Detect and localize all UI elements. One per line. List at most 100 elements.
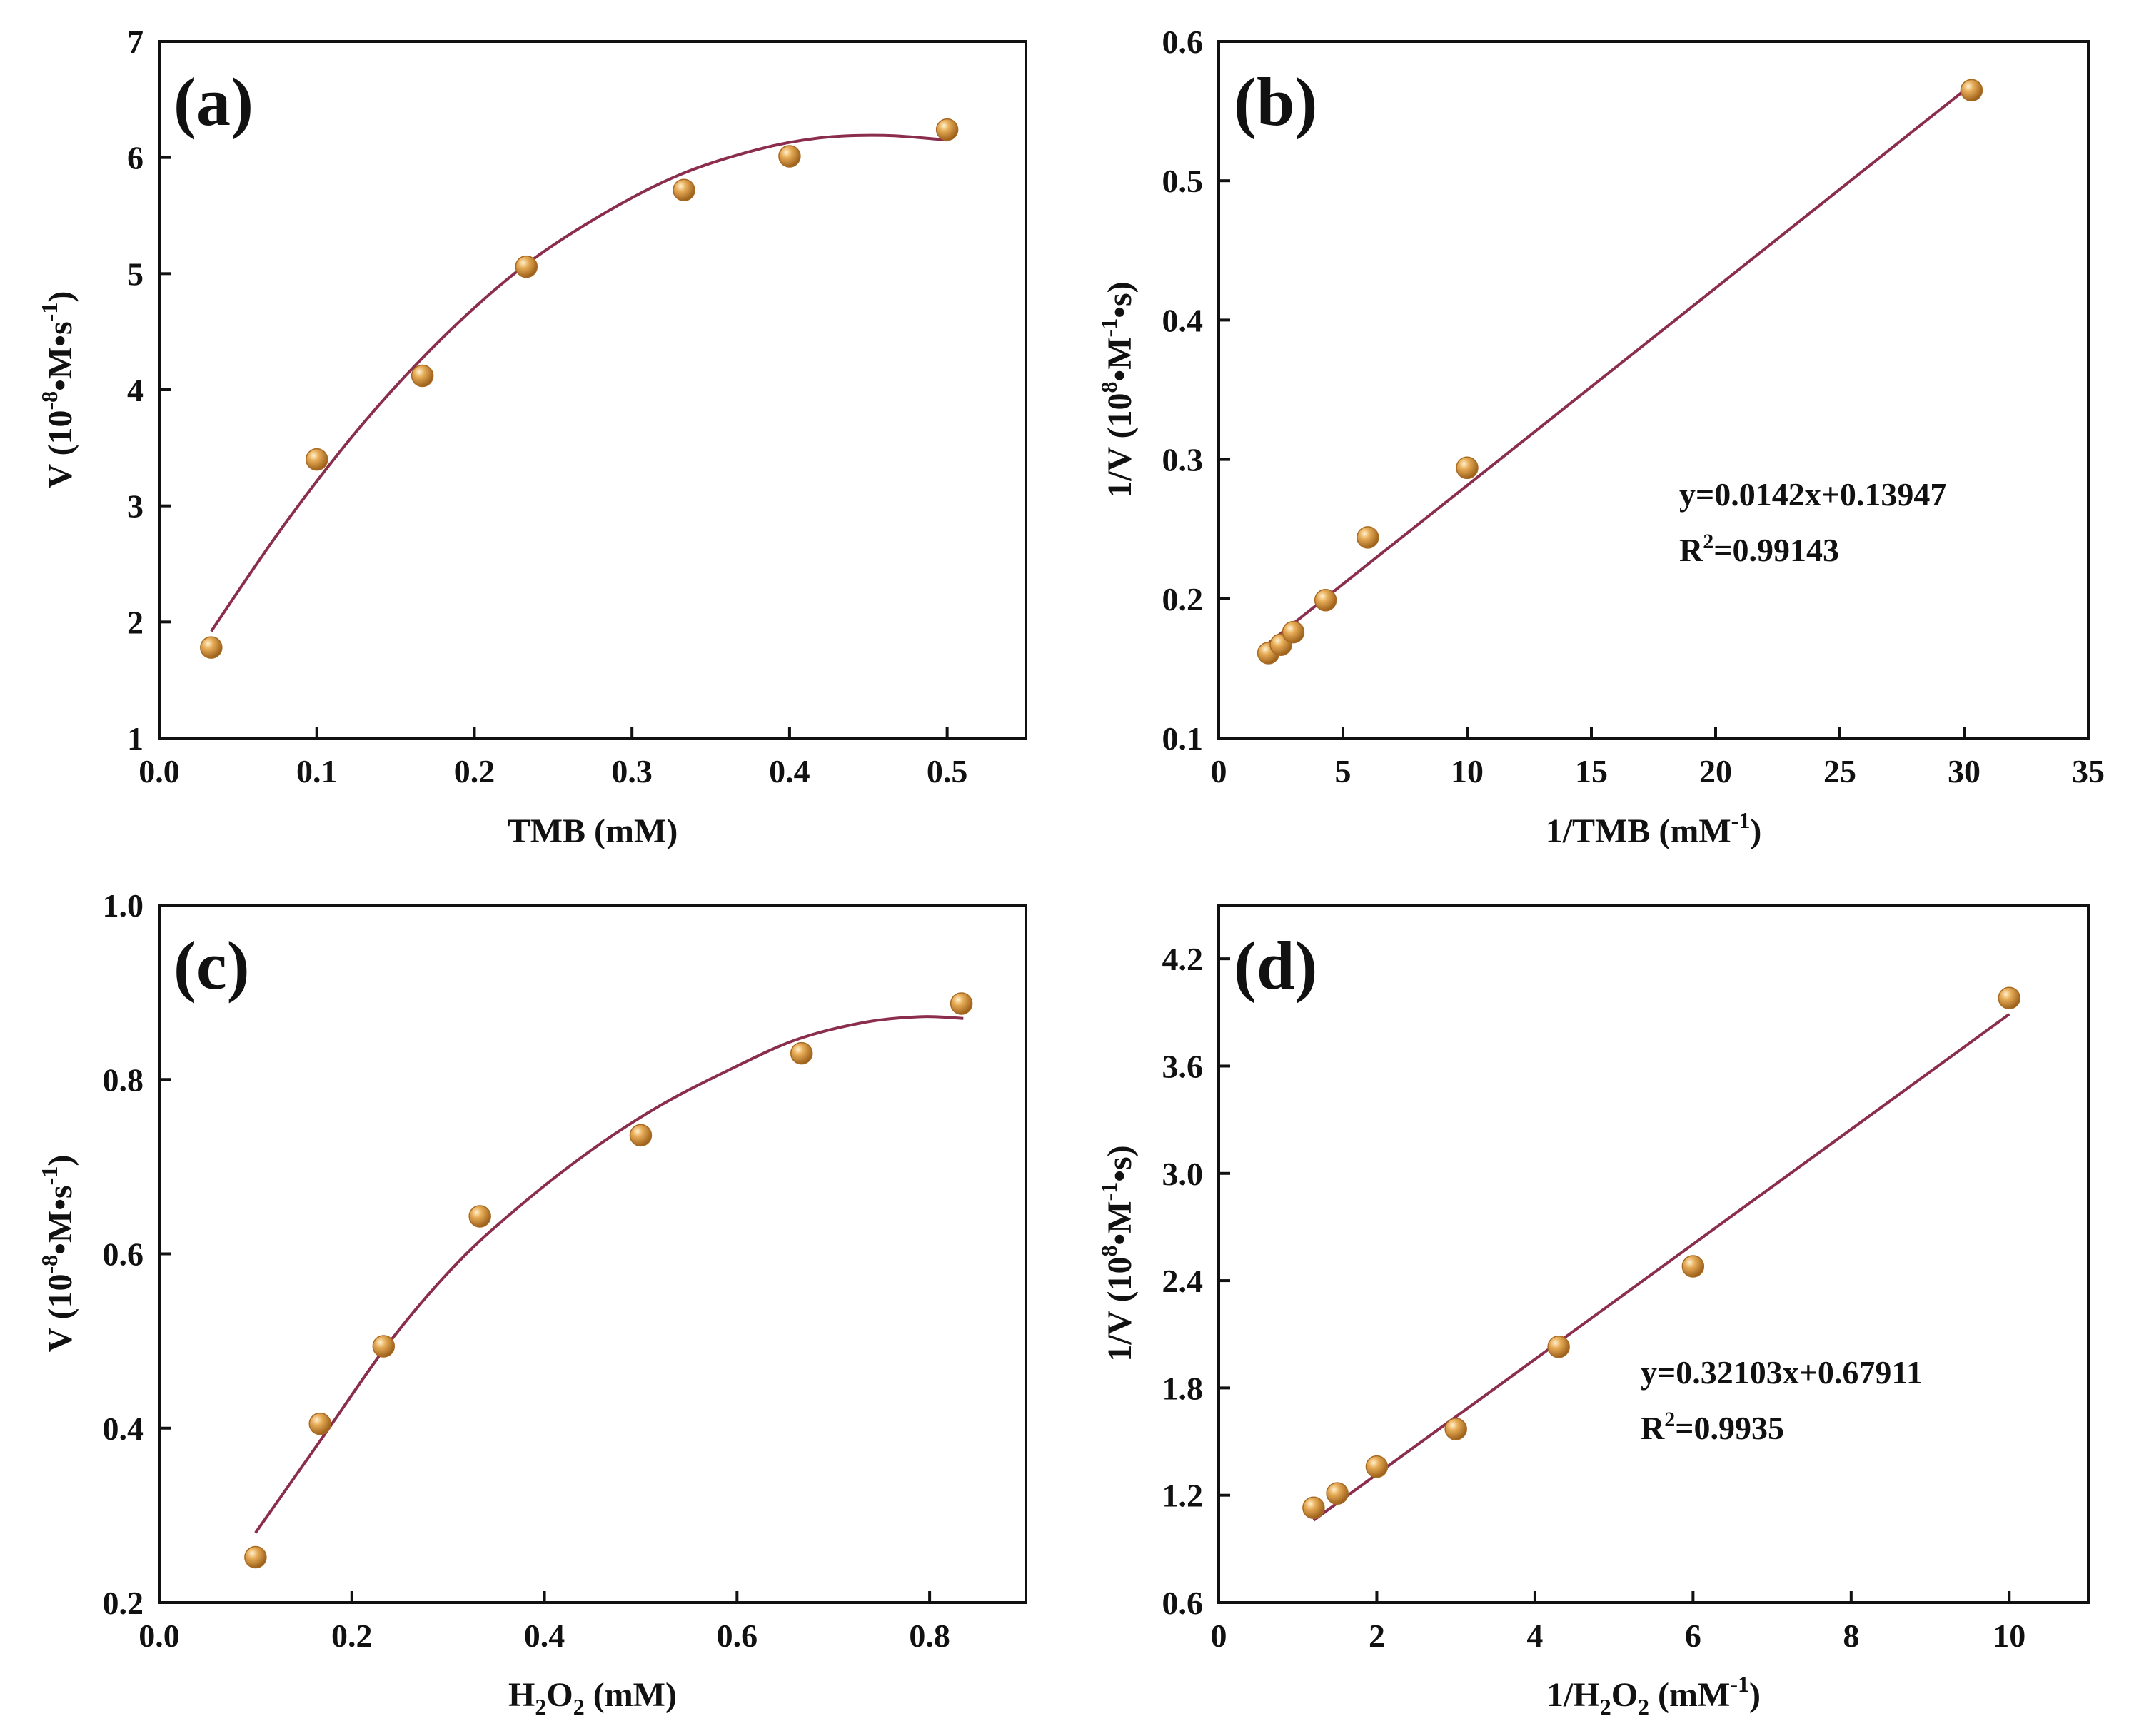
- x-tick-label: 0.5: [927, 753, 968, 789]
- fit-curve: [210, 133, 947, 632]
- y-tick-label: 3.0: [1162, 1156, 1204, 1192]
- x-tick-label: 0.6: [717, 1618, 758, 1654]
- y-ticks-b: 0.1 0.2 0.3 0.4 0.5 0.6: [1162, 24, 1230, 757]
- y-ticks-a: 1 2 3 4 5 6 7: [127, 24, 171, 757]
- data-point: [305, 448, 328, 471]
- y-tick-label: 0.1: [1162, 720, 1204, 757]
- y-tick-label: 0.6: [1162, 1585, 1204, 1621]
- data-point: [673, 178, 695, 201]
- y-tick-label: 0.5: [1162, 163, 1204, 199]
- y-tick-label: 0.4: [103, 1410, 144, 1447]
- y-tick-label: 0.6: [1162, 24, 1204, 60]
- x-tick-label: 0.2: [454, 753, 495, 789]
- panel-tag-b: (b): [1234, 64, 1317, 140]
- y-tick-label: 4: [127, 372, 144, 408]
- x-tick-label: 15: [1575, 753, 1608, 789]
- fit-c: [254, 1015, 964, 1534]
- data-point: [950, 992, 973, 1015]
- y-tick-label: 2.4: [1162, 1263, 1204, 1299]
- y-tick-label: 1.8: [1162, 1370, 1204, 1406]
- data-point: [1547, 1336, 1570, 1358]
- y-tick-label: 7: [127, 24, 144, 60]
- y-tick-label: 0.2: [1162, 581, 1204, 617]
- y-tick-label: 5: [127, 256, 144, 292]
- panel-tag-d: (d): [1234, 927, 1317, 1004]
- points-c: [244, 992, 973, 1569]
- x-ticks-c: 0.0 0.2 0.4 0.6 0.8: [139, 1591, 950, 1654]
- data-point: [1365, 1455, 1389, 1478]
- data-point: [790, 1041, 813, 1065]
- x-tick-label: 30: [1948, 753, 1980, 789]
- x-tick-label: 4: [1526, 1618, 1543, 1654]
- x-tick-label: 0.0: [139, 753, 180, 789]
- y-tick-label: 0.4: [1162, 302, 1204, 338]
- equation-b: y=0.0142x+0.13947: [1679, 476, 1946, 513]
- x-axis-label-c: H2O2 (mM): [508, 1676, 677, 1720]
- plot-frame-c: [158, 904, 1027, 1604]
- panel-c: 0.0 0.2 0.4 0.6 0.8 0.20.40.60.81.0 (c) H2O2…: [36, 887, 1027, 1720]
- data-point: [778, 145, 801, 168]
- x-tick-label: 0.1: [296, 753, 338, 789]
- y-tick-label: 0.2: [103, 1585, 144, 1621]
- x-ticks-d: 0 2 4 6 8 10: [1211, 1591, 2025, 1654]
- x-axis-label-b: 1/TMB (mM-1): [1546, 807, 1762, 850]
- plot-frame-a: [158, 40, 1027, 740]
- points-b: [1257, 79, 1983, 665]
- x-tick-label: 0: [1211, 753, 1227, 789]
- x-tick-label: 8: [1843, 1618, 1859, 1654]
- x-axis-label-a: TMB (mM): [508, 812, 678, 850]
- panel-tag-a: (a): [173, 64, 253, 140]
- data-point: [200, 636, 223, 659]
- data-point: [629, 1124, 653, 1147]
- x-tick-label: 0.2: [331, 1618, 373, 1654]
- data-point: [515, 255, 538, 278]
- x-tick-label: 0: [1211, 1618, 1227, 1654]
- data-point: [1357, 526, 1379, 549]
- y-axis-label-c: V (10-8•M•s-1): [36, 1155, 79, 1353]
- fit-curve: [254, 1015, 964, 1534]
- fit-b: [1267, 83, 1973, 645]
- y-tick-label: 3: [127, 488, 144, 525]
- x-tick-label: 6: [1685, 1618, 1701, 1654]
- y-tick-label: 4.2: [1162, 941, 1204, 977]
- y-axis-label-a: V (10-8•M•s-1): [36, 291, 79, 489]
- data-point: [1282, 620, 1305, 644]
- x-tick-label: 35: [2072, 753, 2105, 789]
- plot-frame-b: [1217, 40, 2090, 740]
- x-tick-label: 2: [1369, 1618, 1385, 1654]
- y-tick-label: 1.2: [1162, 1478, 1204, 1514]
- data-point: [1326, 1482, 1349, 1505]
- x-tick-label: 0.3: [611, 753, 653, 789]
- data-point: [1998, 986, 2021, 1010]
- y-tick-label: 1.0: [103, 887, 144, 924]
- r-squared-d: R2=0.9935: [1641, 1408, 1784, 1446]
- x-tick-label: 0.4: [524, 1618, 565, 1654]
- data-point: [1681, 1255, 1705, 1278]
- panel-tag-c: (c): [173, 927, 250, 1004]
- y-ticks-d: 0.6 1.2 1.8 2.4 3.0 3.6 4.2: [1162, 941, 1230, 1621]
- fit-a: [210, 133, 947, 632]
- data-point: [468, 1205, 491, 1228]
- data-point: [1302, 1496, 1325, 1519]
- y-axis-label-d: 1/V (108•M-1•s): [1096, 1145, 1139, 1361]
- equation-d: y=0.32103x+0.67911: [1641, 1354, 1923, 1391]
- x-tick-label: 20: [1699, 753, 1732, 789]
- data-point: [308, 1412, 332, 1435]
- x-tick-label: 5: [1335, 753, 1352, 789]
- y-tick-label: 0.8: [103, 1061, 144, 1098]
- x-tick-label: 0.0: [139, 1618, 180, 1654]
- fit-d: [1312, 1013, 2010, 1522]
- y-tick-label: 0.3: [1162, 442, 1204, 478]
- y-tick-label: 6: [127, 140, 144, 176]
- data-point: [1444, 1418, 1467, 1440]
- y-tick-label: 2: [127, 604, 144, 640]
- data-point: [372, 1335, 396, 1358]
- x-tick-label: 0.4: [769, 753, 810, 789]
- y-tick-label: 1: [127, 720, 144, 757]
- x-ticks-b: 0 5 10 15 20 25 30 35: [1211, 727, 2105, 789]
- x-tick-label: 25: [1823, 753, 1856, 789]
- data-point: [244, 1545, 267, 1569]
- fit-line: [1312, 1013, 2010, 1522]
